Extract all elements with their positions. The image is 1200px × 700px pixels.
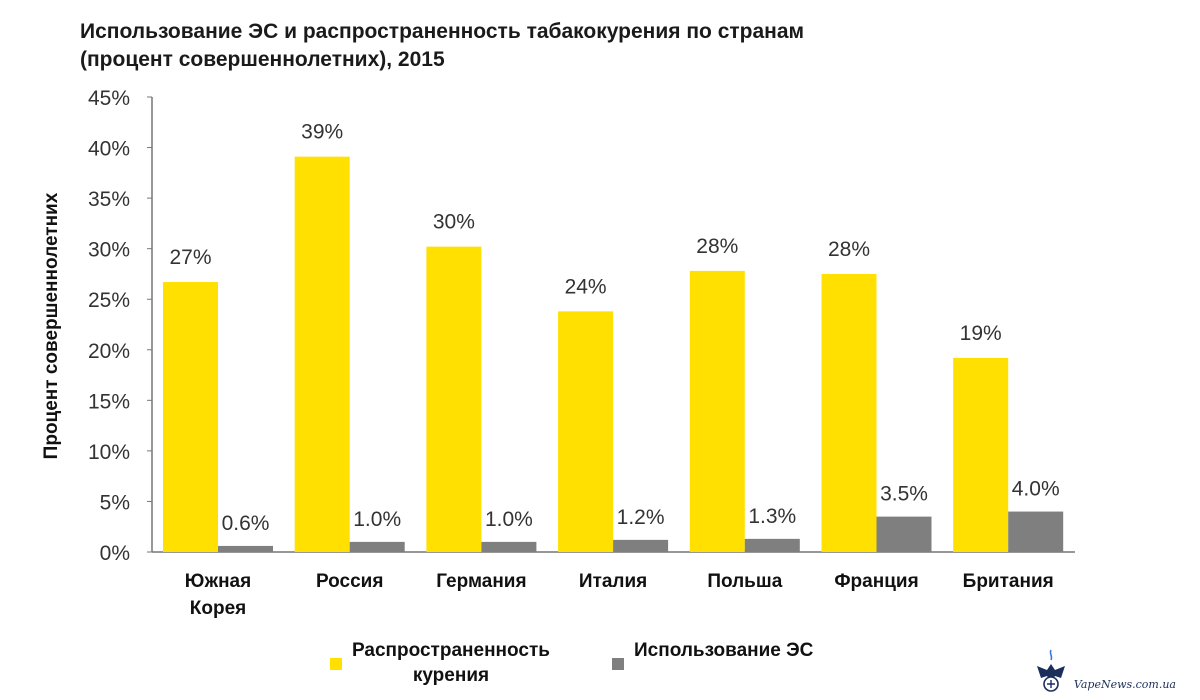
category-label: Италия: [579, 571, 647, 592]
y-tick-label: 0%: [100, 542, 130, 565]
legend-label-smoking-line-1: Распространенность: [352, 640, 550, 661]
data-label-smoking: 30%: [433, 211, 475, 234]
y-tick-label: 15%: [88, 390, 130, 413]
data-label-smoking: 24%: [565, 275, 607, 298]
bar-ecig: [218, 545, 273, 552]
bar-smoking: [163, 282, 218, 552]
bar-ecig: [481, 541, 537, 552]
category-label: Франция: [834, 571, 918, 592]
chart-title-line-1: Использование ЭС и распространенность та…: [80, 20, 805, 43]
y-tick-label: 35%: [88, 188, 130, 211]
bar-smoking: [821, 273, 877, 552]
eagle-logo-icon: [1036, 649, 1065, 692]
category-label: Британия: [963, 571, 1054, 592]
data-label-smoking: 27%: [169, 246, 211, 269]
data-label-smoking: 28%: [696, 235, 738, 258]
legend-label-ecig-line-1: Использование ЭС: [634, 640, 814, 661]
chart-title-line-2: (процент совершеннолетних), 2015: [80, 48, 445, 71]
bar-smoking: [689, 270, 745, 552]
y-tick-label: 30%: [88, 239, 130, 262]
category-label: Корея: [190, 598, 246, 619]
data-label-ecig: 4.0%: [1012, 478, 1060, 501]
bar-smoking: [426, 246, 482, 552]
bar-ecig: [613, 539, 669, 552]
category-label: Южная: [185, 571, 251, 592]
bar-ecig: [876, 516, 932, 552]
category-label: Германия: [436, 571, 526, 592]
data-label-smoking: 39%: [301, 121, 343, 144]
bar-ecig: [349, 541, 405, 552]
bar-smoking: [294, 156, 350, 552]
data-label-ecig: 1.3%: [748, 505, 796, 528]
legend-label-ecig: Использование ЭС: [634, 638, 813, 663]
y-tick-label: 5%: [100, 491, 130, 514]
category-label: Россия: [316, 571, 383, 592]
bar-smoking: [953, 357, 1009, 552]
data-label-ecig: 3.5%: [880, 483, 928, 506]
y-tick-label: 10%: [88, 441, 130, 464]
y-tick-label: 40%: [88, 138, 130, 161]
watermark-text: VapeNews.com.ua: [1073, 678, 1176, 691]
legend: Распространенность курения Использование…: [330, 638, 890, 694]
chart-title: Использование ЭС и распространенность та…: [80, 18, 1080, 74]
y-tick-label: 45%: [88, 87, 130, 110]
data-label-smoking: 28%: [828, 238, 870, 261]
y-tick-label: 20%: [88, 340, 130, 363]
legend-swatch-ecig: [612, 658, 624, 670]
legend-label-smoking-line-2: курения: [412, 665, 490, 686]
data-label-ecig: 1.2%: [617, 506, 665, 529]
category-label: Польша: [707, 571, 782, 592]
data-label-ecig: 1.0%: [485, 508, 533, 531]
legend-label-smoking: Распространенность курения: [352, 638, 550, 688]
bar-ecig: [744, 538, 800, 552]
data-label-ecig: 0.6%: [222, 512, 270, 535]
data-label-ecig: 1.0%: [353, 508, 401, 531]
legend-item-smoking: Распространенность курения: [330, 638, 550, 688]
data-label-smoking: 19%: [960, 322, 1002, 345]
bar-smoking: [558, 311, 614, 552]
watermark: VapeNews.com.ua: [1034, 648, 1176, 692]
y-tick-label: 25%: [88, 289, 130, 312]
legend-item-ecig: Использование ЭС: [612, 638, 813, 670]
legend-swatch-smoking: [330, 658, 342, 670]
bar-ecig: [1008, 511, 1064, 552]
